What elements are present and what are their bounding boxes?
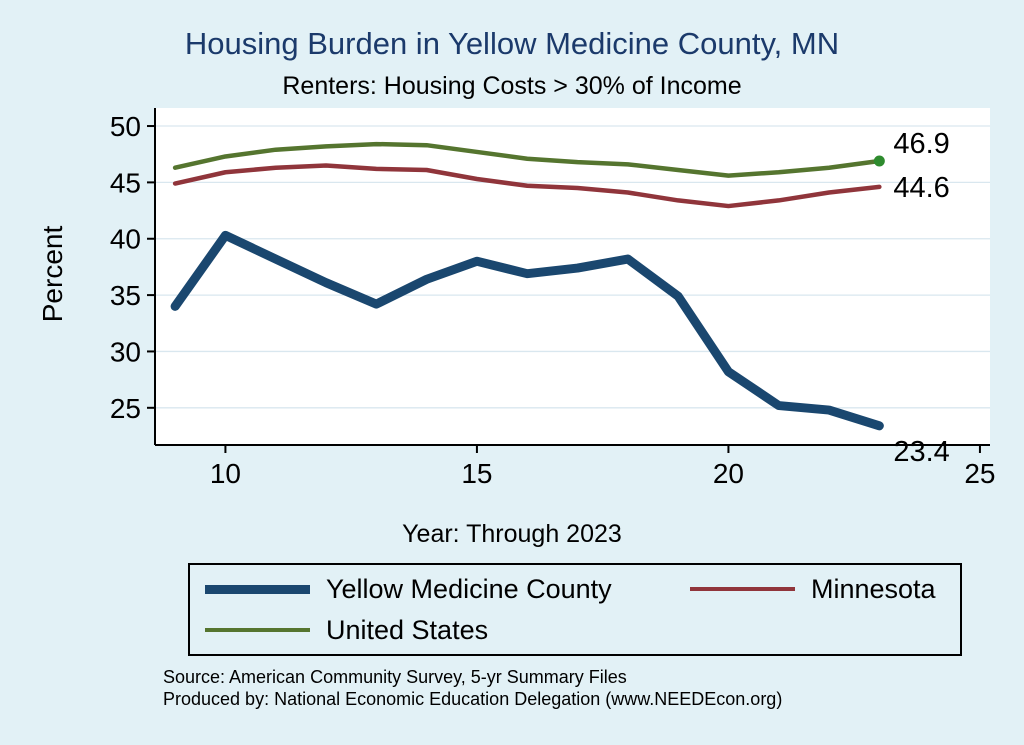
svg-text:35: 35 [110, 280, 141, 311]
legend-item-united-states: United States [205, 615, 690, 646]
chart-subtitle: Renters: Housing Costs > 30% of Income [282, 72, 742, 100]
legend-swatch-minnesota [690, 586, 795, 592]
svg-text:46.9: 46.9 [893, 128, 949, 160]
legend-item-minnesota: Minnesota [690, 574, 960, 605]
legend-swatch-yellow-medicine-county [205, 584, 310, 594]
produced-by-line: Produced by: National Economic Education… [163, 689, 783, 709]
svg-text:44.6: 44.6 [893, 172, 949, 204]
svg-text:45: 45 [110, 167, 141, 198]
source-line: Source: American Community Survey, 5-yr … [163, 667, 627, 687]
line-chart-plot-area: 25 30 35 40 45 50 10 15 20 25 23.4 44.6 46.9 [110, 108, 996, 489]
source-note: Source: American Community Survey, 5-yr … [163, 666, 782, 710]
legend-item-yellow-medicine-county: Yellow Medicine County [205, 574, 690, 605]
svg-text:25: 25 [110, 393, 141, 424]
legend: Yellow Medicine County Minnesota United … [188, 563, 962, 656]
svg-text:40: 40 [110, 224, 141, 255]
svg-text:23.4: 23.4 [893, 436, 949, 468]
x-axis-title: Year: Through 2023 [402, 520, 622, 548]
svg-text:20: 20 [713, 458, 744, 489]
svg-text:15: 15 [461, 458, 492, 489]
svg-text:10: 10 [210, 458, 241, 489]
svg-text:25: 25 [964, 458, 995, 489]
legend-label-yellow-medicine-county: Yellow Medicine County [326, 573, 612, 604]
svg-text:50: 50 [110, 111, 141, 142]
legend-label-minnesota: Minnesota [811, 573, 936, 604]
legend-swatch-united-states [205, 627, 310, 633]
svg-text:30: 30 [110, 336, 141, 367]
chart-title: Housing Burden in Yellow Medicine County… [184, 26, 840, 61]
legend-label-united-states: United States [326, 614, 489, 645]
